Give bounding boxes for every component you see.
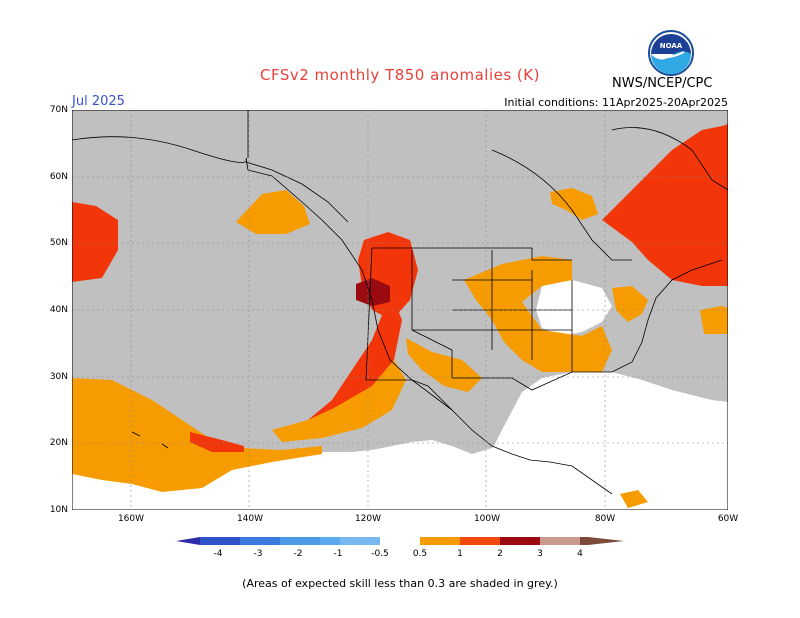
lat-label: 60N: [49, 172, 68, 182]
colorbar-arrow-low: [176, 537, 200, 545]
bering-warm-1-2: [72, 202, 118, 282]
western-us-warm-2-3: [356, 278, 390, 306]
lat-label: 50N: [49, 238, 68, 248]
colorbar: -4 -3 -2 -1 -0.5 0.5 1 2 3 4: [176, 537, 624, 559]
colorbar-tick: 4: [577, 549, 583, 559]
western-us-warm-05-1: [406, 338, 482, 392]
agency-label: NWS/NCEP/CPC: [612, 76, 713, 91]
lon-label: 160W: [117, 514, 145, 524]
white-eastern-us: [536, 280, 612, 336]
hudson-warm-05-1: [550, 188, 598, 220]
colorbar-tick: 0.5: [413, 549, 427, 559]
lat-label: 10N: [49, 505, 68, 515]
lon-label: 100W: [473, 514, 501, 524]
pacific-warm-1-2: [190, 432, 244, 452]
footnote: (Areas of expected skill less than 0.3 a…: [242, 577, 558, 590]
lat-label: 70N: [49, 105, 68, 115]
lat-label: 20N: [49, 438, 68, 448]
colorbar-swatch: [340, 537, 380, 545]
colorbar-swatch: [580, 537, 588, 545]
noaa-logo-text: NOAA: [660, 42, 683, 50]
west-coast-warm-05-1: [272, 360, 406, 442]
coastlines: [72, 110, 728, 495]
lon-label: 80W: [594, 514, 616, 524]
central-us-warm-05-1: [464, 256, 612, 372]
lon-label: 120W: [354, 514, 382, 524]
east-coast-warm-05-1: [612, 286, 648, 322]
colorbar-tick: -1: [334, 549, 343, 559]
colorbar-swatch: [420, 537, 460, 545]
colorbar-tick: 3: [537, 549, 543, 559]
anomaly-map: [72, 110, 728, 510]
caribbean-warm-05-1: [620, 490, 648, 508]
colorbar-swatch: [500, 537, 540, 545]
atlantic-warm-05-1: [700, 306, 728, 334]
lat-label: 30N: [49, 372, 68, 382]
northeast-canada-warm-1-2: [602, 124, 728, 286]
colorbar-tick: -0.5: [371, 549, 389, 559]
chart-title: CFSv2 monthly T850 anomalies (K): [260, 66, 540, 84]
colorbar-tick: 2: [497, 549, 503, 559]
lat-label: 40N: [49, 305, 68, 315]
colorbar-swatch: [280, 537, 320, 545]
colorbar-swatch: [540, 537, 580, 545]
colorbar-arrow-high: [588, 537, 624, 545]
colorbar-tick: -4: [214, 549, 223, 559]
colorbar-swatch: [460, 537, 500, 545]
colorbar-tick: -2: [294, 549, 303, 559]
colorbar-swatch: [240, 537, 280, 545]
forecast-month: Jul 2025: [72, 94, 125, 109]
colorbar-swatch: [380, 537, 420, 545]
colorbar-swatch: [200, 537, 240, 545]
colorbar-tick: 1: [457, 549, 463, 559]
colorbar-tick: -3: [254, 549, 263, 559]
graticule: [72, 110, 728, 510]
noaa-logo: NOAA: [648, 30, 694, 76]
lon-label: 60W: [717, 514, 739, 524]
initial-conditions: Initial conditions: 11Apr2025-20Apr2025: [504, 96, 728, 109]
gulf-of-alaska-warm-05-1: [236, 190, 310, 234]
white-low-skill-ocean: [492, 372, 728, 510]
lon-label: 140W: [236, 514, 264, 524]
